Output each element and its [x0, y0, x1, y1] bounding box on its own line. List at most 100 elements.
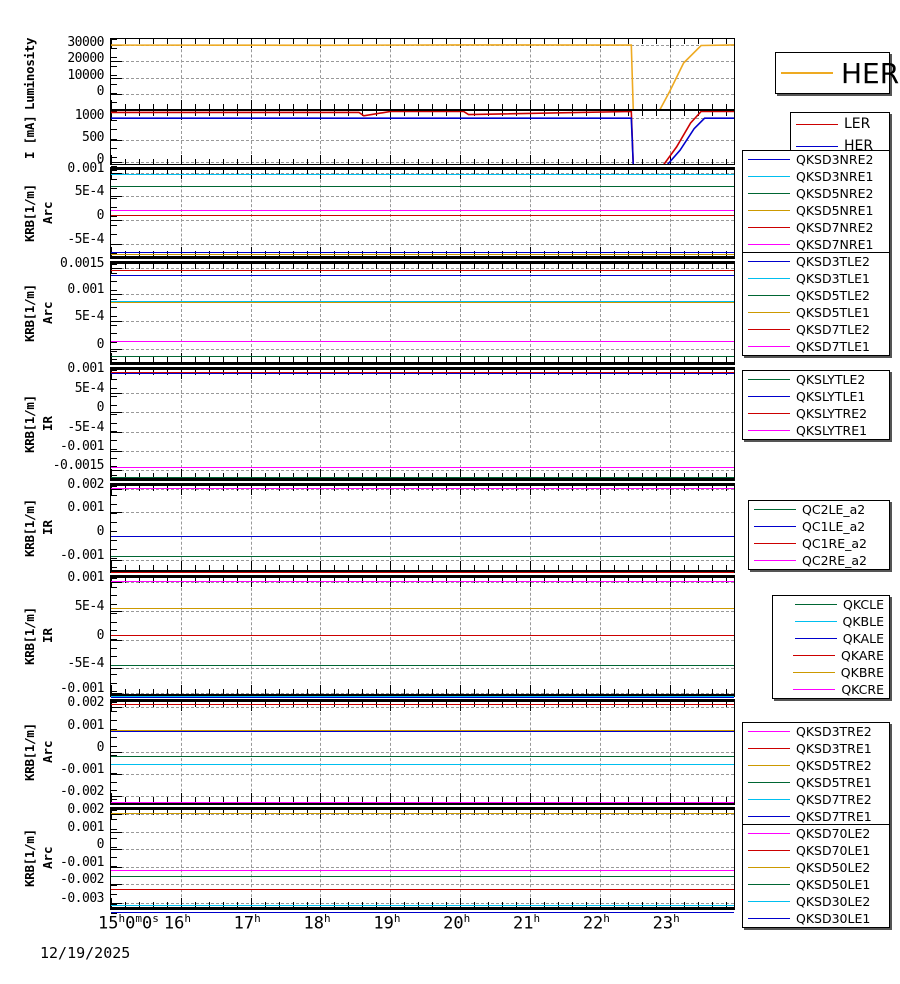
- legend-entry[interactable]: QKSD70LE2: [743, 825, 889, 842]
- legend-entry[interactable]: QC2RE_a2: [749, 552, 889, 569]
- x-tick: [432, 170, 434, 175]
- x-tick: [404, 357, 406, 362]
- legend-entry[interactable]: QKSD7TRE1: [743, 808, 889, 825]
- legend-entry[interactable]: QKBLE: [773, 613, 889, 630]
- legend-entry[interactable]: QKSLYTRE2: [743, 405, 889, 422]
- legend-entry[interactable]: QC1RE_a2: [749, 535, 889, 552]
- legend-entry[interactable]: QKBRE: [773, 664, 889, 681]
- legend-qksd-0le: QKSD70LE2 QKSD70LE1 QKSD50LE2 QKSD50LE1 QKSD…: [742, 824, 890, 928]
- legend-entry[interactable]: QKSLYTLE1: [743, 388, 889, 405]
- y-tick-minor: [111, 440, 117, 441]
- legend-entry[interactable]: QKSD3TLE2: [743, 253, 889, 270]
- gridline-horizontal: [111, 220, 734, 221]
- x-tick: [460, 353, 462, 362]
- series-qksd50le1: [111, 876, 734, 877]
- legend-entry[interactable]: QKSD3NRE2: [743, 151, 889, 168]
- legend-entry[interactable]: QKSD7NRE2: [743, 219, 889, 236]
- y-tick-minor: [111, 720, 117, 721]
- legend-entry[interactable]: LER: [791, 113, 889, 135]
- legend-entry[interactable]: QKALE: [773, 630, 889, 647]
- x-tick: [362, 689, 364, 694]
- x-tick: [488, 902, 490, 907]
- gridline-vertical: [460, 578, 462, 694]
- x-tick: [180, 702, 182, 711]
- x-tick: [111, 685, 112, 694]
- y-tick-minor: [111, 819, 117, 820]
- legend-entry[interactable]: QKSD3NRE1: [743, 168, 889, 185]
- legend-entry[interactable]: QKSD5TRE2: [743, 757, 889, 774]
- gridline-horizontal: [111, 884, 734, 885]
- panel-krb-arc-2: [110, 261, 735, 369]
- x-tick: [446, 159, 448, 164]
- x-tick: [236, 810, 238, 815]
- legend-entry[interactable]: QKSD5NRE1: [743, 202, 889, 219]
- x-tick: [194, 902, 196, 907]
- y-tick-minor: [111, 711, 117, 712]
- x-tick: [725, 797, 727, 802]
- legend-swatch-line: [748, 295, 790, 296]
- x-tick: [669, 353, 671, 362]
- legend-entry[interactable]: QKSLYTRE1: [743, 422, 889, 439]
- x-tick: [138, 104, 140, 109]
- x-tick: [390, 561, 392, 570]
- y-tick-minor: [111, 129, 117, 130]
- x-tick: [306, 689, 308, 694]
- x-tick: [348, 357, 350, 362]
- x-tick: [152, 251, 154, 256]
- x-tick: [683, 578, 685, 583]
- y-tick-label: -0.002: [60, 784, 104, 800]
- legend-entry[interactable]: QKSD5TLE1: [743, 304, 889, 321]
- legend-entry[interactable]: QKSD50LE2: [743, 859, 889, 876]
- series-qksd70le1: [111, 889, 734, 890]
- legend-entry[interactable]: QKSD3TRE1: [743, 740, 889, 757]
- legend-entry[interactable]: QKARE: [773, 647, 889, 664]
- y-tick-minor: [111, 253, 117, 254]
- legend-entry[interactable]: QKSD3TLE1: [743, 270, 889, 287]
- y-tick-major: [111, 451, 122, 452]
- legend-entry[interactable]: QKSD5TRE1: [743, 774, 889, 791]
- y-tick-minor: [111, 847, 117, 848]
- legend-entry[interactable]: QKSD3TRE2: [743, 723, 889, 740]
- x-tick: [627, 578, 629, 583]
- legend-entry[interactable]: HER: [776, 53, 899, 93]
- gridline-vertical: [460, 810, 462, 907]
- x-tick: [655, 689, 657, 694]
- x-tick: [166, 251, 168, 256]
- y-tick-minor: [111, 857, 117, 858]
- x-tick: [222, 810, 224, 815]
- x-tick: [669, 561, 671, 570]
- y-tick-minor: [111, 495, 117, 496]
- legend-entry[interactable]: QKSD7TRE2: [743, 791, 889, 808]
- y-tick-major: [111, 220, 122, 221]
- legend-entry[interactable]: QKSD30LE2: [743, 893, 889, 910]
- x-tick: [264, 578, 266, 583]
- legend-swatch-line: [748, 413, 790, 414]
- x-tick: [166, 104, 168, 109]
- legend-entry[interactable]: QKSLYTLE2: [743, 371, 889, 388]
- legend-entry[interactable]: QC1LE_a2: [749, 518, 889, 535]
- legend-entry[interactable]: QKSD7TLE2: [743, 321, 889, 338]
- legend-entry[interactable]: QKCLE: [773, 596, 889, 613]
- x-tick: [543, 902, 545, 907]
- legend-entry[interactable]: QKCRE: [773, 681, 889, 698]
- legend-entry[interactable]: QKSD50LE1: [743, 876, 889, 893]
- x-tick: [474, 264, 476, 269]
- legend-entry[interactable]: QKSD30LE1: [743, 910, 889, 927]
- x-tick: [669, 793, 671, 802]
- x-tick: [627, 689, 629, 694]
- x-tick: [641, 357, 643, 362]
- legend-entry[interactable]: QKSD5TLE2: [743, 287, 889, 304]
- x-tick: [599, 370, 601, 379]
- legend-entry[interactable]: QKSD7TLE1: [743, 338, 889, 355]
- legend-entry[interactable]: QKSD5NRE2: [743, 185, 889, 202]
- legend-entry[interactable]: QC2LE_a2: [749, 501, 889, 518]
- x-tick: [222, 39, 224, 44]
- x-tick: [236, 689, 238, 694]
- y-tick-minor: [111, 342, 117, 343]
- legend-entry[interactable]: QKSD7NRE1: [743, 236, 889, 253]
- x-tick: [543, 264, 545, 269]
- x-tick: [152, 39, 154, 44]
- x-tick: [683, 810, 685, 815]
- gridline-horizontal: [111, 903, 734, 904]
- legend-entry[interactable]: QKSD70LE1: [743, 842, 889, 859]
